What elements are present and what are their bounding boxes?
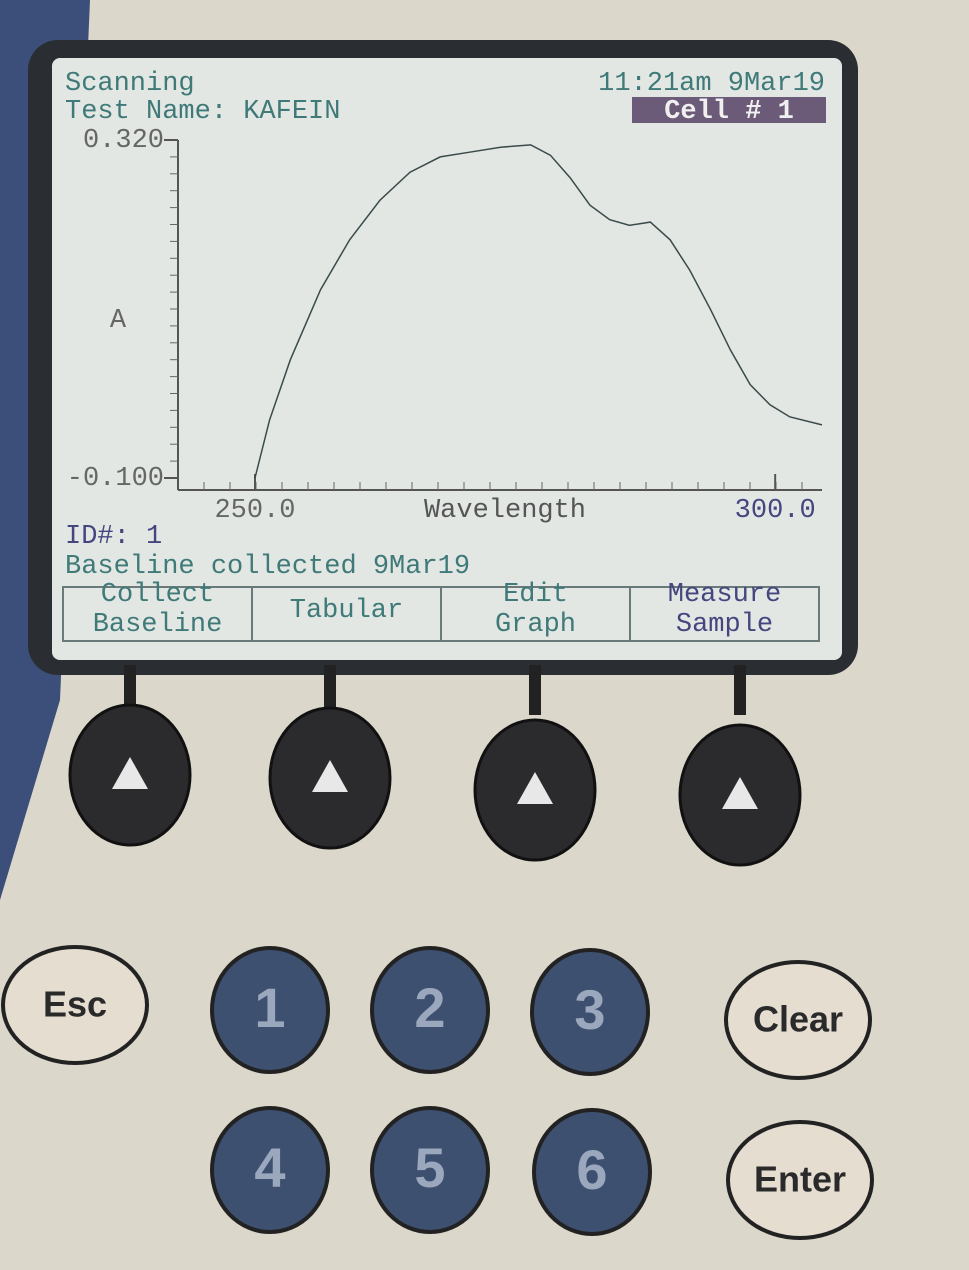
key-label: 3 — [574, 978, 605, 1041]
cell-badge — [632, 97, 826, 123]
softkey-stem — [324, 665, 336, 715]
key-button[interactable] — [726, 1120, 874, 1240]
y-tick-label: 0.320 — [83, 126, 164, 156]
softkey-label: Baseline — [93, 610, 223, 640]
softkey-arrow — [517, 772, 553, 804]
key-button[interactable] — [724, 960, 872, 1080]
y-tick-label: -0.100 — [67, 464, 164, 494]
key-label: Enter — [754, 1159, 846, 1200]
softkey-label: Measure — [668, 580, 781, 610]
softkey-stem — [124, 665, 136, 715]
x-axis-label: Wavelength — [424, 496, 586, 526]
x-tick-label: 300.0 — [735, 496, 816, 526]
key-label: 1 — [254, 976, 285, 1039]
x-tick-label: 250.0 — [214, 496, 295, 526]
y-axis-label: A — [110, 306, 127, 336]
softkey-label: Tabular — [290, 596, 403, 626]
key-button[interactable] — [530, 948, 650, 1076]
key-button[interactable] — [370, 946, 490, 1074]
softkey-arrow — [312, 760, 348, 792]
key-label: 2 — [414, 976, 445, 1039]
softkey-arrow — [722, 777, 758, 809]
spectrum-line — [254, 144, 823, 479]
key-label: 4 — [254, 1136, 285, 1199]
softkey-label: Edit — [503, 580, 568, 610]
key-button[interactable] — [370, 1106, 490, 1234]
key-label: Clear — [753, 999, 843, 1040]
softkey-arrow — [112, 757, 148, 789]
key-button[interactable] — [210, 1106, 330, 1234]
softkey-label: Graph — [495, 610, 576, 640]
softkey-stem — [734, 665, 746, 715]
softkey-stem — [529, 665, 541, 715]
clock: 11:21am 9Mar19 — [598, 69, 825, 99]
key-label: Esc — [43, 984, 107, 1025]
softkey-box — [629, 586, 820, 642]
softkey-label: Collect — [101, 580, 214, 610]
key-label: 5 — [414, 1136, 445, 1199]
key-button[interactable] — [1, 945, 149, 1065]
key-button[interactable] — [210, 946, 330, 1074]
key-label: 6 — [576, 1138, 607, 1201]
test-name: Test Name: KAFEIN — [65, 97, 340, 127]
softkey-label: Sample — [676, 610, 773, 640]
id-text: ID#: 1 — [65, 522, 162, 552]
baseline-note: Baseline collected 9Mar19 — [65, 552, 470, 582]
key-button[interactable] — [532, 1108, 652, 1236]
status-text: Scanning — [65, 69, 195, 99]
cell-text: Cell # 1 — [664, 97, 794, 127]
lcd-screen — [52, 58, 842, 660]
